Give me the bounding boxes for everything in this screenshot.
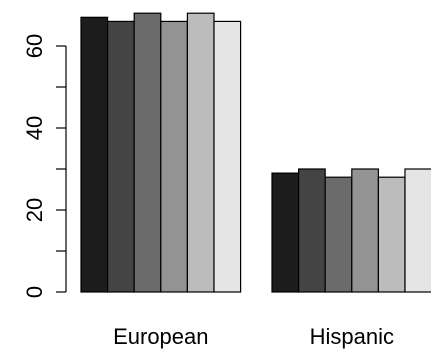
y-tick-label: 20	[22, 198, 47, 222]
bar	[160, 20, 189, 293]
bar	[186, 12, 215, 293]
bar	[271, 172, 300, 293]
bar	[213, 20, 242, 293]
category-labels: European Hispanic	[113, 324, 394, 349]
bar	[377, 176, 406, 293]
bar	[324, 176, 353, 293]
bar	[80, 16, 109, 293]
bar	[351, 168, 379, 293]
bar	[133, 12, 162, 293]
y-tick-label: 60	[22, 34, 47, 58]
bar	[106, 20, 135, 293]
x-category-label: European	[113, 324, 208, 349]
bar	[404, 168, 431, 293]
y-tick-label: 40	[22, 116, 47, 140]
y-axis: 0 20 40 60	[22, 34, 67, 298]
x-category-label: Hispanic	[310, 324, 394, 349]
bar	[298, 168, 326, 293]
bars	[80, 12, 431, 293]
y-tick-label: 0	[22, 286, 47, 298]
